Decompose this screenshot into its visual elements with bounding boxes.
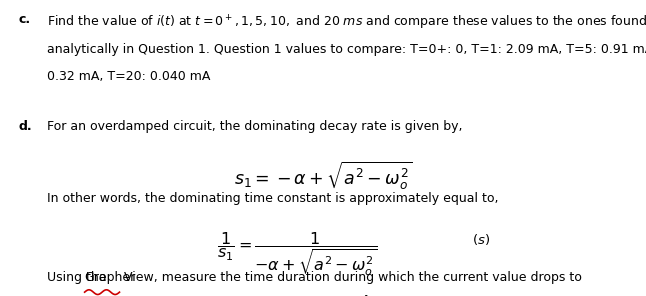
Text: $s_1 = -\alpha + \sqrt{a^2 - \omega_o^2}$: $s_1 = -\alpha + \sqrt{a^2 - \omega_o^2}… [234, 160, 412, 192]
Text: View, measure the time duration during which the current value drops to: View, measure the time duration during w… [120, 271, 581, 284]
Text: analytically in Question 1. Question 1 values to compare: T=0+: 0, T=1: 2.09 mA,: analytically in Question 1. Question 1 v… [47, 43, 646, 56]
Text: $(s)$: $(s)$ [472, 232, 490, 247]
Text: Find the value of $i(t)$ at $t = 0^+, 1, 5, 10,$ and $20$ $ms$ and compare these: Find the value of $i(t)$ at $t = 0^+, 1,… [47, 13, 646, 32]
Text: Grapher: Grapher [85, 271, 136, 284]
Text: c.: c. [18, 13, 30, 26]
Text: d.: d. [18, 120, 32, 133]
Text: In other words, the dominating time constant is approximately equal to,: In other words, the dominating time cons… [47, 192, 498, 205]
Text: $\dfrac{1}{s_1} = \dfrac{1}{-\alpha + \sqrt{a^2 - \omega_o^2}}$: $\dfrac{1}{s_1} = \dfrac{1}{-\alpha + \s… [217, 231, 377, 278]
Text: Using the: Using the [47, 271, 110, 284]
Text: 0.32 mA, T=20: 0.040 mA: 0.32 mA, T=20: 0.040 mA [47, 70, 210, 83]
Text: For an overdamped circuit, the dominating decay rate is given by,: For an overdamped circuit, the dominatin… [47, 120, 462, 133]
Text: 36% of its maximum value. Compare that time to $\frac{1}{s_1}$.: 36% of its maximum value. Compare that t… [47, 295, 376, 296]
